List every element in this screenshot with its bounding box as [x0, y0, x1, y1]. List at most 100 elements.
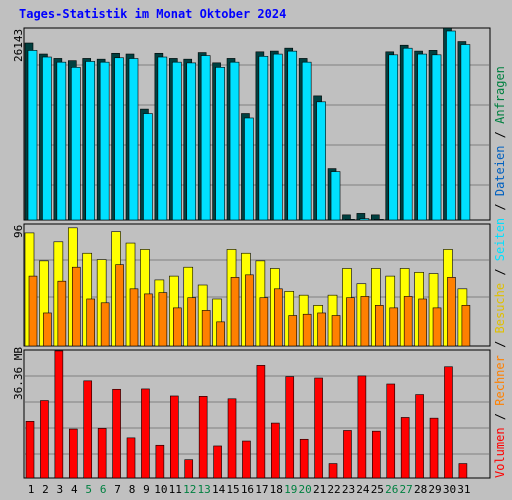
x-tick-label: 10 — [154, 483, 167, 496]
rechner-bar — [346, 297, 355, 347]
legend-seiten: Seiten — [493, 217, 507, 262]
x-tick-label: 29 — [428, 483, 441, 496]
volumen-bar — [271, 422, 280, 479]
rechner-bar — [115, 264, 124, 347]
rechner-bar — [288, 315, 298, 347]
dateien-bar — [215, 67, 225, 221]
legend-rechner: Rechner — [493, 355, 507, 406]
x-tick-label: 6 — [100, 483, 107, 496]
dateien-bar — [172, 61, 182, 221]
x-tick-label: 22 — [327, 483, 340, 496]
dateien-bar — [345, 219, 355, 221]
volumen-bar — [314, 377, 323, 479]
rechner-bar — [230, 277, 240, 347]
rechner-bar — [389, 307, 399, 347]
legend-dateien: Dateien — [493, 145, 507, 197]
volumen-bar — [112, 388, 121, 479]
dateien-bar — [42, 56, 52, 221]
volumen-bar — [97, 428, 107, 479]
legend-volumen: Volumen — [493, 427, 507, 478]
dateien-bar — [388, 54, 399, 221]
dateien-bar — [27, 50, 38, 221]
x-axis-labels: 1 2 3 4 5 6 7 8 9 10 11 12 13 14 15 16 17 18 19 20 21 22 23 24 2… — [28, 483, 471, 496]
dateien-bar — [114, 57, 124, 221]
rechner-bar — [403, 296, 413, 347]
legend-separator: / — [493, 196, 507, 218]
dateien-bar — [258, 55, 269, 221]
top-panel-ylabel: 26143 — [12, 28, 25, 62]
legend-separator: / — [493, 405, 507, 428]
rechner-bar — [360, 296, 370, 347]
rechner-bar — [86, 298, 96, 347]
dateien-bar — [157, 56, 168, 221]
x-tick-label: 9 — [143, 483, 150, 496]
volumen-bar — [357, 375, 367, 479]
x-tick-label: 30 — [443, 483, 456, 496]
volumen-bar — [155, 444, 165, 479]
x-tick-label: 24 — [356, 483, 370, 496]
dateien-bar — [460, 44, 471, 221]
volumen-bar — [170, 395, 179, 479]
volumen-bar — [299, 438, 309, 479]
volumen-bar — [54, 350, 64, 479]
chart-title: Tages-Statistik im Monat Oktober 2024 — [19, 7, 287, 21]
rechner-bar — [245, 274, 254, 347]
volumen-bar — [415, 394, 424, 479]
x-tick-label: 14 — [212, 483, 226, 496]
dateien-bar — [417, 53, 427, 221]
volumen-bar — [126, 437, 136, 479]
legend-anfragen: Anfragen — [493, 66, 507, 124]
x-tick-label: 18 — [270, 483, 283, 496]
rechner-bar — [302, 313, 312, 347]
volumen-bar — [25, 421, 35, 479]
volumen-bar — [343, 430, 352, 479]
volumen-bar — [458, 463, 468, 479]
volumen-bar — [328, 463, 338, 479]
rechner-bar — [259, 297, 269, 347]
volumen-bar — [242, 440, 251, 479]
rechner-bar — [201, 310, 211, 347]
rechner-bar — [28, 275, 38, 347]
x-tick-label: 28 — [414, 483, 427, 496]
volumen-bar — [141, 388, 150, 479]
rechner-bar — [158, 292, 168, 347]
dateien-bar — [244, 117, 254, 221]
volumen-bar — [386, 383, 396, 479]
rechner-bar — [57, 280, 67, 347]
x-tick-label: 7 — [114, 483, 121, 496]
x-tick-label: 25 — [371, 483, 384, 496]
x-tick-label: 1 — [28, 483, 35, 496]
dateien-bar — [359, 218, 370, 221]
x-tick-label: 11 — [169, 483, 182, 496]
rechner-bar — [71, 266, 81, 347]
dateien-bar — [229, 61, 240, 221]
dateien-bar — [330, 171, 341, 221]
dateien-bar — [431, 54, 442, 221]
rechner-bar — [447, 277, 456, 347]
x-tick-label: 27 — [400, 483, 413, 496]
dateien-bar — [143, 113, 153, 221]
dateien-bar — [99, 61, 110, 221]
x-tick-label: 13 — [198, 483, 211, 496]
rechner-bar — [216, 321, 225, 347]
rechner-bar — [144, 293, 153, 347]
dateien-bar — [273, 53, 283, 221]
x-tick-label: 23 — [342, 483, 355, 496]
rechner-bar — [274, 288, 283, 347]
x-tick-label: 8 — [129, 483, 136, 496]
rechner-bar — [375, 305, 384, 347]
volumen-bar — [40, 400, 49, 479]
x-tick-label: 4 — [71, 483, 78, 496]
dateien-bar — [200, 55, 211, 221]
middle-panel-ylabel: 96 — [12, 224, 25, 238]
legend-separator: / — [493, 261, 507, 283]
x-tick-label: 12 — [183, 483, 196, 496]
volumen-bar — [400, 417, 410, 479]
rechner-bar — [461, 305, 471, 347]
volumen-bar — [429, 417, 439, 479]
volumen-bar — [83, 380, 93, 479]
volumen-bar — [213, 445, 222, 479]
volumen-bar — [372, 430, 381, 479]
x-tick-label: 15 — [226, 483, 239, 496]
